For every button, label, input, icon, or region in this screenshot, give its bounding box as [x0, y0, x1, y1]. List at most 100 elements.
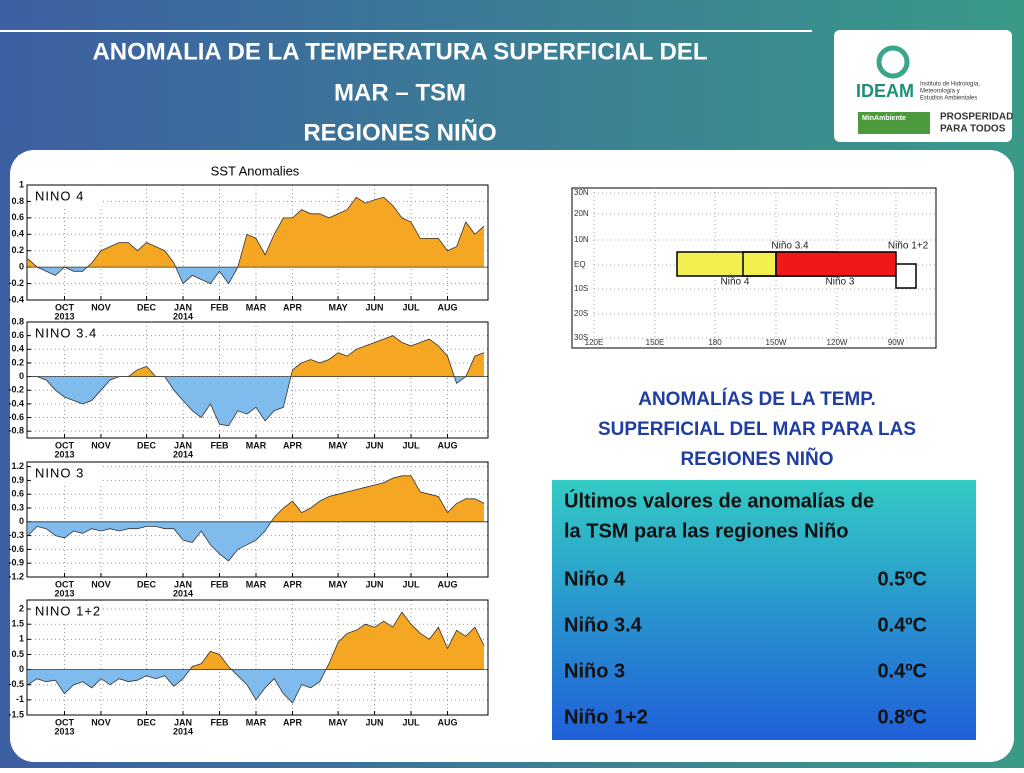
- lon-label: 150E: [646, 338, 665, 347]
- positive-area: [271, 475, 484, 522]
- y-tick-label: -0.2: [8, 385, 24, 395]
- y-tick-label: -0.5: [8, 679, 24, 689]
- year-label: 2013: [54, 449, 74, 459]
- y-tick-label: 0.6: [11, 489, 24, 499]
- figure-title: SST Anomalies: [211, 163, 300, 178]
- x-tick-label: DEC: [137, 717, 157, 727]
- plot-border: [26, 461, 489, 578]
- y-tick-label: 0.4: [11, 344, 24, 354]
- y-tick-label: 1: [19, 179, 24, 189]
- value-cell: 0.8ºC: [877, 706, 927, 728]
- x-tick-label: MAY: [328, 440, 347, 450]
- year-label: 2014: [173, 449, 193, 459]
- y-tick-label: 0: [19, 516, 24, 526]
- lat-label: 20S: [574, 309, 588, 318]
- x-tick-label: MAR: [246, 717, 267, 727]
- x-tick-label: AUG: [438, 440, 458, 450]
- y-tick-label: 0.5: [11, 649, 24, 659]
- lon-label: 90W: [888, 338, 905, 347]
- summary-box: [552, 480, 976, 740]
- year-label: 2014: [173, 726, 193, 736]
- lat-label: 10N: [574, 235, 589, 244]
- y-tick-label: 0: [19, 664, 24, 674]
- y-tick-label: 0.6: [11, 212, 24, 222]
- positive-area: [28, 335, 484, 377]
- negative-area: [28, 669, 326, 703]
- y-tick-label: -0.6: [8, 544, 24, 554]
- x-tick-label: NOV: [91, 717, 111, 727]
- logo-text: Meteorología y: [920, 89, 960, 95]
- y-tick-label: -0.3: [8, 530, 24, 540]
- y-tick-label: -0.2: [8, 278, 24, 288]
- summary-caption: Últimos valores de anomalías de: [564, 488, 874, 512]
- x-tick-label: MAY: [328, 579, 347, 589]
- negative-area: [28, 521, 484, 561]
- year-label: 2014: [173, 588, 193, 598]
- x-tick-label: APR: [283, 579, 303, 589]
- x-tick-label: AUG: [438, 717, 458, 727]
- lat-label: EQ: [574, 260, 586, 269]
- x-tick-label: JAN: [174, 579, 192, 589]
- x-tick-label: JUL: [403, 579, 421, 589]
- anomaly-line: [28, 335, 485, 427]
- x-tick-label: DEC: [137, 440, 157, 450]
- value-cell: 0.4ºC: [877, 614, 927, 636]
- x-tick-label: NOV: [91, 440, 111, 450]
- x-tick-label: JUL: [403, 717, 421, 727]
- x-tick-label: JUL: [403, 440, 421, 450]
- x-tick-label: APR: [283, 717, 303, 727]
- year-label: 2013: [54, 588, 74, 598]
- year-label: 2013: [54, 726, 74, 736]
- slogan: PARA TODOS: [940, 124, 1006, 135]
- y-tick-label: -0.8: [8, 426, 24, 436]
- region-box: [775, 251, 897, 277]
- x-tick-label: JAN: [174, 302, 192, 312]
- x-tick-label: MAR: [246, 302, 267, 312]
- x-tick-label: DEC: [137, 302, 157, 312]
- lat-label: 10S: [574, 284, 588, 293]
- x-tick-label: NOV: [91, 579, 111, 589]
- y-tick-label: 0.2: [11, 357, 24, 367]
- region-box: [895, 263, 917, 289]
- region-name: Niño 3.4: [771, 241, 809, 252]
- region-label: NINO 1+2: [35, 603, 101, 618]
- summary-heading: REGIONES NIÑO: [680, 448, 833, 470]
- x-tick-label: APR: [283, 302, 303, 312]
- y-tick-label: -0.4: [8, 398, 24, 408]
- lon-label: 120E: [585, 338, 604, 347]
- region-name: Niño 1+2: [888, 241, 929, 252]
- plot-border: [26, 184, 489, 301]
- anomaly-line: [27, 196, 485, 285]
- summary-rows: Niño 4 0.5ºC Niño 3.4 0.4ºC Niño 3 0.4ºC Niño …: [564, 568, 927, 728]
- lat-label: 20N: [574, 209, 589, 218]
- region-cell: Niño 3: [564, 660, 625, 682]
- region-cell: Niño 1+2: [564, 706, 648, 728]
- y-tick-label: -0.6: [8, 412, 24, 422]
- logo-text: Estudios Ambientales: [920, 96, 977, 102]
- y-tick-label: 0.2: [11, 245, 24, 255]
- y-tick-label: -0.9: [8, 558, 24, 568]
- y-tick-label: 0.8: [11, 316, 24, 326]
- x-tick-label: JAN: [174, 717, 192, 727]
- x-tick-label: OCT: [55, 579, 75, 589]
- y-tick-label: 0.9: [11, 475, 24, 485]
- x-tick-label: APR: [283, 440, 303, 450]
- x-tick-label: JUN: [366, 579, 384, 589]
- value-cell: 0.5ºC: [877, 568, 927, 590]
- y-tick-label: -1: [16, 694, 24, 704]
- x-tick-label: MAY: [328, 302, 347, 312]
- x-tick-label: JUN: [366, 302, 384, 312]
- logo-name: IDEAM: [856, 81, 914, 101]
- x-tick-label: OCT: [55, 440, 75, 450]
- y-tick-label: 1.5: [11, 619, 24, 629]
- plot-border: [26, 599, 489, 716]
- region-cell: Niño 4: [564, 568, 626, 590]
- label-box: [31, 603, 103, 621]
- y-tick-label: 2: [19, 603, 24, 613]
